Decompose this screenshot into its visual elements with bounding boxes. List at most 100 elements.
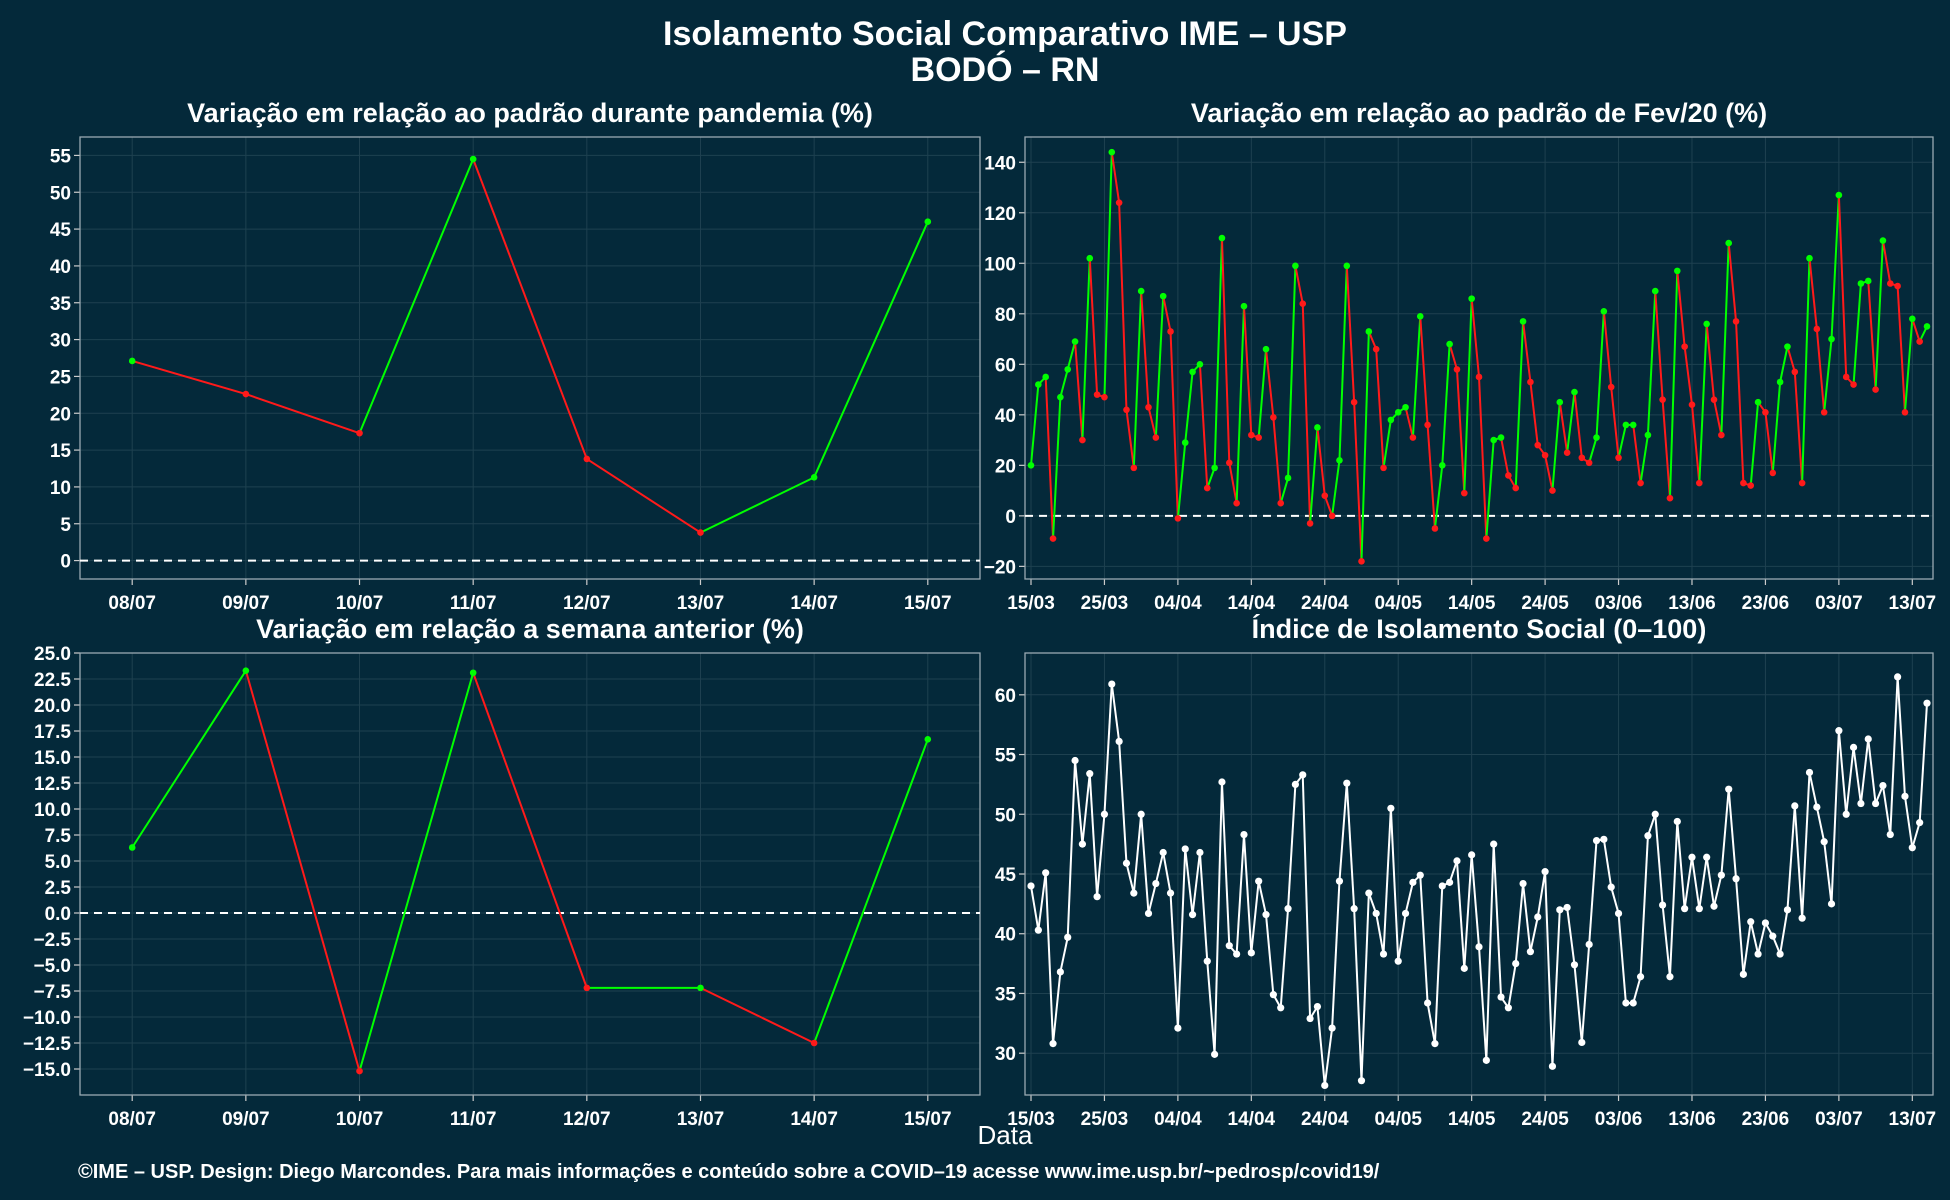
series-segment [1272,417,1282,504]
series-segment [1345,783,1356,909]
series-segment [1118,741,1128,864]
data-point [1453,366,1461,373]
series-segment [1676,821,1686,909]
data-point [1776,950,1784,958]
x-tick-label: 12/07 [563,593,611,614]
series-segment [1779,909,1789,955]
series-segment [1566,907,1576,965]
data-point [1122,859,1131,867]
data-point [1416,871,1424,879]
data-point [1035,381,1042,388]
data-point [1196,848,1204,857]
data-point [1725,239,1733,247]
data-point [1637,479,1644,487]
data-point [128,844,136,851]
x-tick-label: 15/03 [1007,593,1055,614]
data-point [1211,1050,1219,1058]
series-segment [1544,871,1554,1067]
series-segment [1588,840,1598,945]
data-point [1923,699,1931,707]
data-point [1828,335,1835,343]
data-point [1328,1024,1336,1032]
series-segment [813,221,929,478]
x-tick-label: 03/07 [1815,1109,1863,1130]
data-point [1387,804,1395,812]
y-tick-label: −7.5 [33,982,71,1003]
series-segment [1793,805,1804,919]
series-segment [813,738,929,1044]
series-segment [1522,883,1532,952]
y-tick-label: 5 [60,515,71,536]
series-segment [1382,808,1392,955]
data-point [1057,393,1064,401]
data-point [1203,484,1211,492]
x-tick-label: 14/07 [790,593,838,614]
series-segment [1242,306,1253,436]
series-segment [1889,676,1899,835]
series-segment [1514,883,1525,964]
data-point [1842,373,1850,381]
data-point [583,984,591,992]
series-segment [1463,854,1473,969]
data-point [1306,520,1314,527]
data-point [1159,292,1167,300]
data-point [128,357,136,365]
data-point [1607,383,1615,391]
data-point [1490,436,1497,444]
series-segment [1323,495,1334,517]
series-segment [1852,283,1862,385]
y-tick-label: 55 [995,746,1017,767]
series-segment [1096,814,1106,897]
series-segment [1610,386,1620,458]
data-point [1248,431,1255,439]
series-segment [1118,202,1128,410]
series-segment [1632,976,1642,1004]
data-point [1372,909,1380,918]
series-segment [1646,813,1657,837]
data-point [1101,393,1108,401]
series-segment [1059,937,1069,973]
chart-panel-2: Variação em relação ao padrão de Fev/20 … [984,98,1936,614]
series-segment [1074,341,1084,441]
data-point [1622,999,1630,1007]
y-tick-label: 20 [995,456,1016,477]
data-point [1137,810,1145,818]
data-point [1615,454,1622,462]
series-segment [1338,265,1348,461]
data-point [1783,906,1792,914]
data-point [1218,234,1226,242]
series-segment [472,672,588,989]
data-point [1188,911,1197,919]
series-segment [1852,747,1862,804]
series-segment [1132,814,1143,894]
x-tick-label: 13/06 [1668,593,1716,614]
series-segment [1639,434,1649,484]
panel-border [1024,652,1934,1096]
series-segment [1668,821,1679,977]
x-tick-label: 14/04 [1228,593,1276,614]
data-point [1240,302,1248,310]
series-segment [1661,399,1671,499]
series-segment [1228,462,1238,504]
x-tick-label: 13/07 [677,1109,725,1130]
series-segment [1331,881,1341,1029]
series-segment [1566,391,1576,453]
series-segment [1279,908,1290,1008]
data-point [1644,832,1652,840]
series-segment [1294,265,1304,304]
series-segment [1426,424,1436,529]
series-segment [1419,316,1429,425]
data-point [1167,328,1174,335]
data-point [1483,535,1490,542]
series-segment [358,158,475,434]
panel-title: Variação em relação a semana anterior (%… [256,614,804,644]
data-point [1651,810,1659,818]
series-segment [1213,781,1223,1055]
series-segment [1426,1002,1436,1044]
data-point [1806,254,1813,262]
x-tick-label: 09/07 [222,1109,270,1130]
series-segment [1059,369,1069,398]
x-tick-label: 23/06 [1742,593,1790,614]
y-tick-label: 55 [50,146,72,167]
panel-title: Variação em relação ao padrão de Fev/20 … [1191,98,1767,128]
